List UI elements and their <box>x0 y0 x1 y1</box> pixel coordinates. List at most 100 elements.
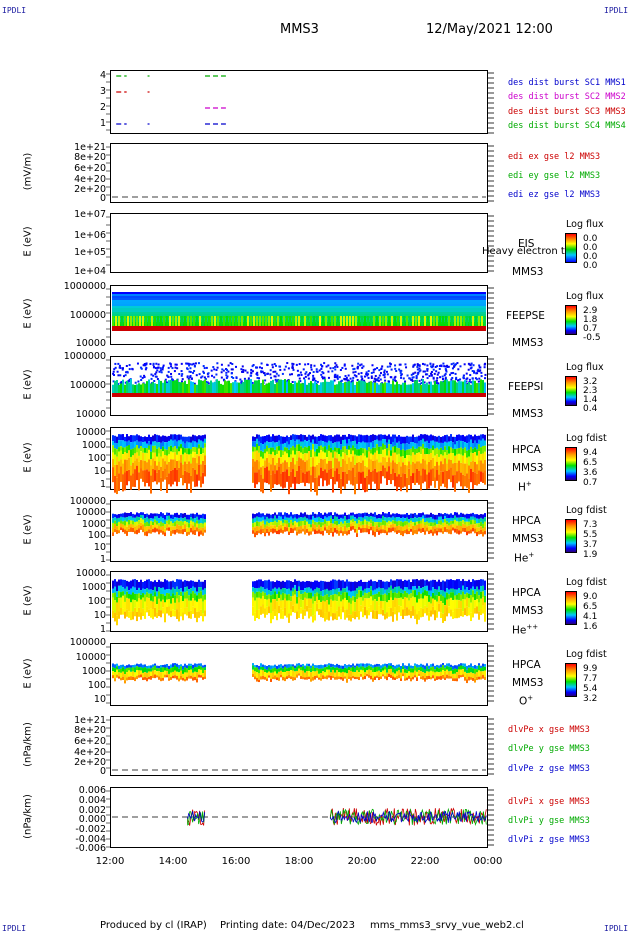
spectrogram-col <box>196 463 198 475</box>
spectrogram-col <box>288 580 290 589</box>
spectrogram-dot <box>230 372 233 375</box>
spectrogram-col <box>148 598 150 610</box>
spectrogram-col <box>426 607 428 616</box>
spectrogram-col <box>360 586 362 591</box>
spectrogram-col <box>430 459 432 470</box>
ytick: 8e+20 <box>74 152 106 163</box>
spectrogram-col <box>316 530 318 534</box>
spectrogram-col <box>396 525 398 531</box>
colorbar-value: 5.5 <box>583 530 598 540</box>
spectrogram-col <box>404 521 406 526</box>
spectrogram-col <box>390 473 392 485</box>
spectrogram-col <box>170 611 172 618</box>
spectrogram-dot <box>353 367 356 370</box>
spectrogram-dot <box>292 363 295 366</box>
spectrogram-col <box>216 379 218 393</box>
spectrogram-col <box>408 384 410 393</box>
spectrogram-col <box>314 614 316 621</box>
spectrogram-col <box>342 588 344 593</box>
spectrogram-col <box>124 472 126 491</box>
spectrogram-col <box>268 606 270 614</box>
spectrogram-col <box>428 590 430 595</box>
spectrogram-col <box>432 666 434 672</box>
spectrogram-col <box>172 381 174 393</box>
ytick: 1000 <box>81 582 106 593</box>
spectrogram-col <box>276 594 278 602</box>
spectrogram-col <box>422 587 424 593</box>
spectrogram-col <box>430 603 432 611</box>
spectrogram-dot <box>165 381 168 384</box>
spectrogram-col <box>382 439 384 444</box>
spectrogram-dot <box>435 379 438 382</box>
spectrogram-row <box>112 312 486 314</box>
spectrogram-col <box>162 458 164 471</box>
spectrogram-col <box>440 676 442 680</box>
spectrogram-col <box>172 663 174 668</box>
spectrogram-col <box>254 472 256 488</box>
spectrogram-col <box>344 667 346 673</box>
spectrogram-col <box>292 316 294 326</box>
spectrogram-col <box>202 453 204 461</box>
spectrogram-col <box>432 663 434 667</box>
spectrogram-col <box>384 525 386 531</box>
spectrogram-col <box>132 592 134 600</box>
spectrogram-col <box>300 525 302 530</box>
spectrogram-col <box>390 579 392 586</box>
spectrogram-col <box>194 384 196 393</box>
spectrogram-col <box>176 609 178 619</box>
spectrogram-col <box>136 316 138 326</box>
spectrogram-col <box>366 666 368 671</box>
spectrogram-col <box>334 579 336 590</box>
spectrogram-col <box>376 588 378 594</box>
spectrogram-col <box>328 675 330 678</box>
spectrogram-col <box>432 675 434 679</box>
spectrogram-col <box>378 579 380 588</box>
spectrogram-col <box>324 458 326 470</box>
spectrogram-col <box>400 530 402 536</box>
spectrogram-col <box>336 601 338 611</box>
spectrogram-col <box>134 526 136 531</box>
spectrogram-col <box>272 525 274 529</box>
spectrogram-col <box>352 445 354 451</box>
spectrogram-col <box>462 441 464 449</box>
spectrogram-col <box>136 670 138 676</box>
spectrogram-dot <box>389 376 392 379</box>
spectrogram-col <box>426 521 428 525</box>
spectrogram-col <box>370 442 372 450</box>
spectrogram-col <box>358 523 360 528</box>
spectrogram-col <box>458 669 460 675</box>
spectrogram-col <box>408 579 410 590</box>
spectrogram-col <box>134 607 136 617</box>
spectrogram-col <box>434 579 436 590</box>
spectrogram-col <box>222 384 224 393</box>
spectrogram-col <box>162 446 164 452</box>
spectrogram-col <box>272 518 274 523</box>
spectrogram-col <box>272 514 274 519</box>
spectrogram-col <box>160 665 162 668</box>
spectrogram-col <box>322 665 324 669</box>
spectrogram-col <box>260 383 262 393</box>
spectrogram-col <box>132 586 134 593</box>
spectrogram-col <box>202 595 204 602</box>
spectrogram-col <box>442 464 444 472</box>
spectrogram-col <box>124 512 126 518</box>
spectrogram-col <box>288 671 290 675</box>
spectrogram-col <box>456 594 458 600</box>
spectrogram-col <box>256 513 258 517</box>
spectrogram-col <box>254 451 256 462</box>
spectrogram-col <box>372 470 374 482</box>
spectrogram-col <box>454 455 456 463</box>
spectrogram-col <box>294 514 296 518</box>
spectrogram-col <box>288 522 290 528</box>
spectrogram-col <box>266 466 268 484</box>
spectrogram-col <box>156 516 158 522</box>
spectrogram-col <box>258 521 260 527</box>
spectrogram-col <box>124 517 126 521</box>
spectrogram-col <box>202 518 204 524</box>
spectrogram-col <box>274 609 276 616</box>
spectrogram-col <box>204 664 206 668</box>
spectrogram-col <box>176 434 178 442</box>
spectrogram-col <box>360 673 362 677</box>
spectrogram-col <box>406 592 408 598</box>
spectrogram-dot <box>340 379 343 382</box>
